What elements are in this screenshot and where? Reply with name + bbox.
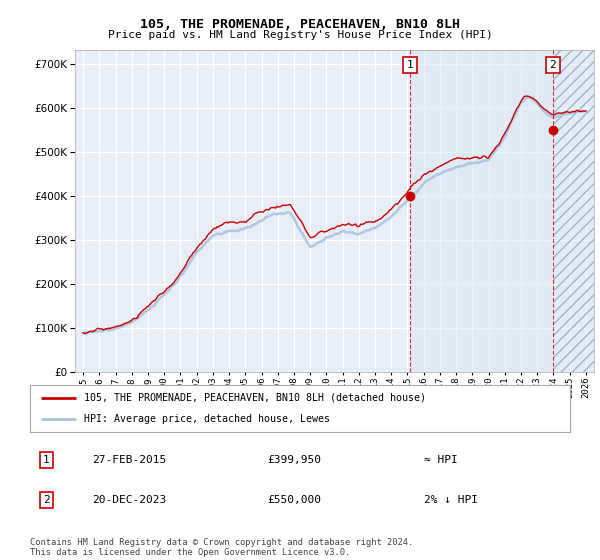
Text: 2% ↓ HPI: 2% ↓ HPI bbox=[424, 495, 478, 505]
Text: 1: 1 bbox=[43, 455, 50, 465]
Text: 2: 2 bbox=[43, 495, 50, 505]
Text: 105, THE PROMENADE, PEACEHAVEN, BN10 8LH: 105, THE PROMENADE, PEACEHAVEN, BN10 8LH bbox=[140, 18, 460, 31]
Text: £550,000: £550,000 bbox=[268, 495, 322, 505]
Text: 27-FEB-2015: 27-FEB-2015 bbox=[92, 455, 166, 465]
Text: 2: 2 bbox=[550, 60, 556, 70]
Text: Contains HM Land Registry data © Crown copyright and database right 2024.
This d: Contains HM Land Registry data © Crown c… bbox=[30, 538, 413, 557]
Text: 20-DEC-2023: 20-DEC-2023 bbox=[92, 495, 166, 505]
Text: HPI: Average price, detached house, Lewes: HPI: Average price, detached house, Lewe… bbox=[84, 414, 330, 424]
Text: Price paid vs. HM Land Registry's House Price Index (HPI): Price paid vs. HM Land Registry's House … bbox=[107, 30, 493, 40]
Text: 105, THE PROMENADE, PEACEHAVEN, BN10 8LH (detached house): 105, THE PROMENADE, PEACEHAVEN, BN10 8LH… bbox=[84, 393, 426, 403]
Text: £399,950: £399,950 bbox=[268, 455, 322, 465]
Text: 1: 1 bbox=[407, 60, 413, 70]
Text: ≈ HPI: ≈ HPI bbox=[424, 455, 458, 465]
